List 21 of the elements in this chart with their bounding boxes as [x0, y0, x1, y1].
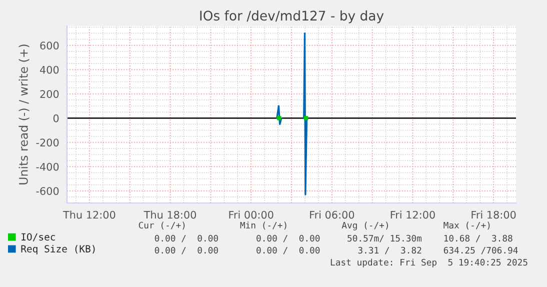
y-tick-label: -400 [36, 162, 59, 171]
x-tick-label: Fri 00:00 [229, 210, 274, 219]
x-tick-label: Fri 12:00 [390, 210, 435, 219]
text: Cur (-/+) Min (-/+) Avg (-/+) Max (-/+) [138, 222, 490, 230]
y-tick-label: 0 [53, 114, 59, 122]
chart-title: IOs for /dev/md127 - by day [200, 10, 384, 24]
y-tick-label: 600 [40, 42, 59, 50]
x-tick-label: Fri 18:00 [472, 210, 516, 219]
y-axis-title: Units read (-) / write (+) [18, 44, 30, 184]
y-tick-label: -600 [36, 187, 59, 195]
legend-label: Req Size (KB) [21, 244, 95, 254]
legend-label: IO/sec [22, 233, 55, 242]
x-tick-label: Thu 18:00 [144, 210, 196, 219]
text: 0.00 / 0.00 0.00 / 0.00 3.31 / 3.82 634.25 /706.94 [154, 246, 518, 254]
x-tick-label: Fri 06:00 [310, 210, 354, 219]
x-tick-label: Thu 12:00 [62, 210, 116, 219]
text: Last update: Fri Sep 5 19:40:25 2025 [330, 258, 528, 268]
y-tick-label: -200 [36, 138, 59, 146]
y-tick-label: 200 [40, 90, 59, 98]
text: 0.00 / 0.00 0.00 / 0.00 50.57m/ 15.30m 10.68 / 3.88 [154, 234, 512, 242]
y-tick-label: 400 [40, 66, 59, 74]
